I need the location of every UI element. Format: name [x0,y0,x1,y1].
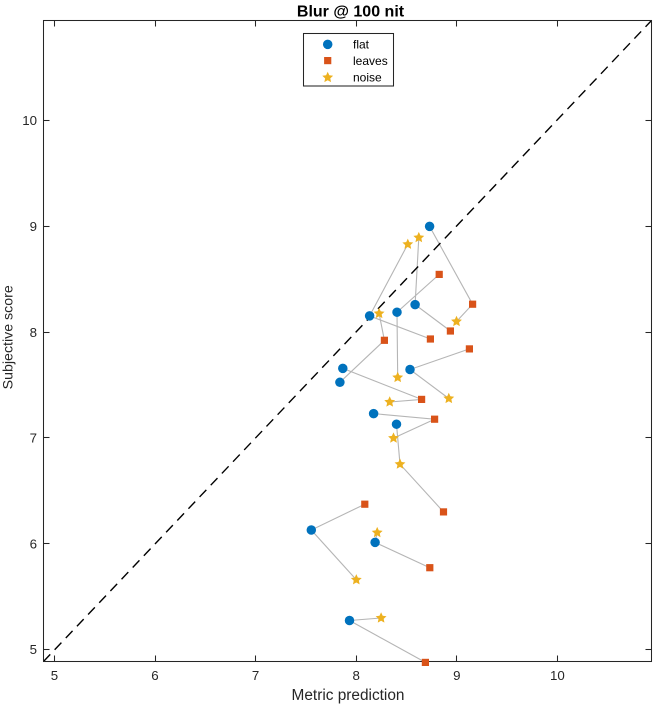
svg-text:8: 8 [30,325,37,340]
svg-text:5: 5 [30,642,37,657]
svg-text:flat: flat [353,38,370,52]
svg-text:10: 10 [550,668,565,683]
svg-text:5: 5 [51,668,58,683]
svg-text:8: 8 [352,668,359,683]
svg-text:10: 10 [22,113,37,128]
svg-text:7: 7 [30,431,37,446]
svg-text:9: 9 [30,219,37,234]
svg-text:6: 6 [151,668,158,683]
svg-text:noise: noise [353,70,382,84]
svg-text:9: 9 [453,668,460,683]
svg-text:Metric prediction: Metric prediction [292,687,405,704]
svg-text:Subjective score: Subjective score [1,285,17,389]
svg-text:7: 7 [252,668,259,683]
svg-text:6: 6 [30,536,37,551]
svg-text:leaves: leaves [353,54,388,68]
svg-text:Blur @ 100 nit: Blur @ 100 nit [297,4,405,21]
